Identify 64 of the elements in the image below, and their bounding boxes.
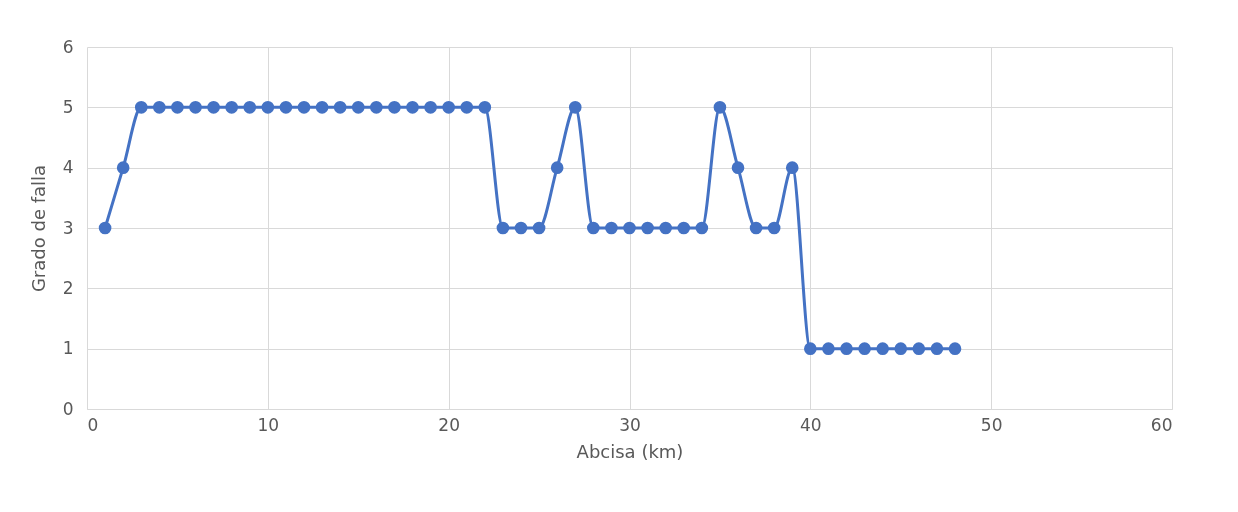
point bbox=[225, 101, 238, 114]
point bbox=[894, 342, 908, 355]
y-tick-label: 6 bbox=[62, 36, 74, 57]
x-tick-label: 60 bbox=[1150, 414, 1173, 435]
point bbox=[695, 221, 709, 235]
point bbox=[207, 101, 220, 114]
point bbox=[424, 101, 437, 114]
point bbox=[785, 161, 799, 174]
point bbox=[116, 161, 130, 174]
point bbox=[388, 101, 401, 114]
y-tick-label: 3 bbox=[62, 217, 74, 238]
point bbox=[171, 101, 184, 114]
point bbox=[279, 101, 293, 114]
point bbox=[912, 342, 926, 355]
point bbox=[623, 221, 636, 235]
point bbox=[876, 342, 889, 355]
x-tick-label: 20 bbox=[438, 414, 460, 435]
x-tick-label: 40 bbox=[800, 414, 822, 435]
point bbox=[550, 161, 564, 174]
point bbox=[261, 101, 275, 114]
point bbox=[496, 221, 510, 235]
point bbox=[134, 101, 148, 114]
point bbox=[532, 221, 546, 235]
point bbox=[98, 221, 112, 235]
y-axis-title: Grado de falla bbox=[27, 164, 49, 293]
point bbox=[605, 221, 618, 235]
point bbox=[478, 101, 492, 114]
point bbox=[315, 101, 329, 114]
point bbox=[677, 221, 691, 235]
point bbox=[442, 101, 455, 114]
x-tick-label: 50 bbox=[980, 414, 1003, 435]
y-tick-label: 5 bbox=[62, 96, 74, 117]
point bbox=[749, 221, 763, 235]
y-tick-label: 0 bbox=[62, 398, 74, 419]
point bbox=[731, 161, 745, 174]
point bbox=[930, 342, 944, 355]
point bbox=[189, 101, 202, 114]
point bbox=[858, 342, 871, 355]
point bbox=[333, 101, 347, 114]
point bbox=[370, 101, 383, 114]
point bbox=[460, 101, 474, 114]
x-axis-title: Abcisa (km) bbox=[576, 440, 684, 462]
y-tick-label: 2 bbox=[62, 277, 74, 298]
point bbox=[840, 342, 853, 355]
point bbox=[568, 101, 582, 114]
x-tick-label: 10 bbox=[257, 414, 280, 435]
point bbox=[351, 101, 365, 114]
y-tick-label: 4 bbox=[62, 157, 74, 178]
point bbox=[514, 221, 528, 235]
x-tick-label: 0 bbox=[87, 414, 99, 435]
point bbox=[804, 342, 817, 355]
point bbox=[153, 101, 166, 114]
point bbox=[659, 221, 672, 235]
point bbox=[587, 221, 600, 235]
point bbox=[767, 221, 781, 235]
point bbox=[641, 221, 654, 235]
point bbox=[713, 101, 727, 114]
point bbox=[406, 101, 419, 114]
x-tick-label: 30 bbox=[619, 414, 641, 435]
point bbox=[243, 101, 257, 114]
y-tick-label: 1 bbox=[62, 338, 74, 359]
point bbox=[948, 342, 962, 355]
point bbox=[297, 101, 311, 114]
point bbox=[822, 342, 835, 355]
